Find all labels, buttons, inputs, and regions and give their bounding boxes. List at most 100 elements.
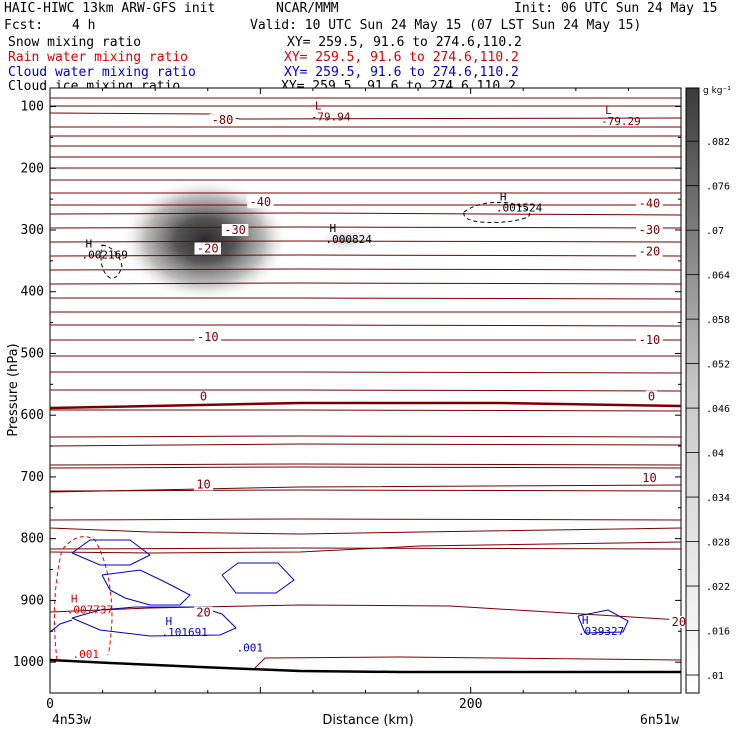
y-axis-ticks (50, 106, 681, 694)
temperature-label: -20 (639, 245, 661, 259)
y-tick-label: 300 (21, 223, 44, 238)
extremum-value: .039327 (578, 625, 624, 638)
temperature-label: 10 (196, 477, 210, 491)
temperature-label-bg (194, 242, 221, 255)
center-label: NCAR/MMM (276, 1, 339, 16)
colorbar-tick-label: .052 (706, 360, 730, 371)
extrema-labels: L-79.94L-79.29H.001524H.000824H.002169H.… (67, 100, 641, 639)
temperature-label: -10 (197, 330, 219, 344)
y-tick-label: 200 (21, 161, 44, 176)
colorbar-tick-labels: .01 .016 .022 .028 .034 .04 .046 .052 .058 .064 .0… (686, 137, 730, 682)
temperature-label: -10 (639, 333, 661, 347)
extremum-type: H (165, 615, 172, 628)
extremum-value: .000824 (326, 233, 373, 246)
colorbar-tick-label: .028 (706, 538, 730, 549)
colorbar-tick-label: .022 (706, 582, 730, 593)
y-tick-label: 100 (21, 100, 44, 115)
colorbar-tick-label: .04 (706, 449, 724, 460)
temperature-label: 10 (642, 471, 656, 485)
contour-label: .001 (73, 648, 100, 661)
temperature-label-bg (636, 197, 663, 210)
x-axis-ticks (49, 88, 682, 693)
field-snow-name: Snow mixing ratio (8, 35, 142, 50)
temperature-label: -40 (639, 196, 661, 210)
field-rain-name: Rain water mixing ratio (8, 50, 189, 65)
y-tick-label: 600 (21, 408, 44, 423)
extremum-type: H (71, 592, 78, 605)
fcst-label: Fcst: (4, 18, 44, 33)
extremum-type: H (330, 222, 337, 235)
temperature-contours (49, 97, 682, 669)
snow-shading (120, 178, 375, 302)
colorbar-unit: g kg⁻¹ (703, 86, 731, 96)
extremum-value: -79.29 (601, 115, 641, 128)
contour-label: .001 (237, 642, 264, 655)
extremum-value: .101691 (161, 626, 207, 639)
temperature-label: 20 (672, 615, 686, 629)
temperature-label-bg (669, 616, 689, 629)
y-tick-label: 1000 (13, 655, 44, 670)
x-axis-title: Distance (km) (322, 713, 413, 728)
y-tick-label: 500 (21, 346, 44, 361)
temperature-label: -30 (224, 223, 246, 237)
temperature-label: 0 (200, 390, 207, 404)
temperature-label-bg (636, 245, 663, 258)
temperature-label-bg (221, 223, 249, 236)
extremum-value: -79.94 (311, 111, 351, 124)
x-tick-label: 0 (46, 697, 54, 712)
temperature-label-bg (194, 478, 214, 491)
extremum-value: .007737 (67, 603, 113, 616)
temperature-label-bg (194, 606, 214, 619)
colorbar-tick-label: .016 (706, 627, 730, 638)
cloud-water-contours (49, 539, 629, 637)
extremum-type: H (500, 190, 507, 203)
y-tick-label: 400 (21, 285, 44, 300)
y-tick-label: 900 (21, 593, 44, 608)
field-cloudwater-name: Cloud water mixing ratio (8, 65, 196, 80)
field-rain-xy: XY= 259.5, 91.6 to 274.6,110.2 (284, 50, 519, 65)
extremum-type: L (605, 104, 612, 117)
model-title: HAIC-HIWC 13km ARW-GFS init (4, 1, 216, 16)
y-tick-label: 700 (21, 470, 44, 485)
cloud-ice-contours (100, 201, 530, 279)
y-axis-tick-labels: 100 200 300 400 500 600 700 800 900 1000 (13, 100, 44, 671)
temperature-label: -20 (197, 242, 219, 256)
x-axis-tick-labels: 0 200 (46, 697, 482, 712)
colorbar-tick-label: .058 (706, 315, 730, 326)
temperature-label-bg (247, 196, 274, 209)
temperature-label: -30 (639, 223, 661, 237)
field-snow-xy: XY= 259.5, 91.6 to 274.6,110.2 (287, 35, 522, 50)
colorbar-tick-label: .07 (706, 226, 724, 237)
extremum-value: .002169 (82, 248, 128, 261)
y-tick-label: 800 (21, 532, 44, 547)
contour-labels: .001 .001 (73, 642, 264, 661)
temperature-label: 0 (648, 390, 655, 404)
temperature-label-bg (636, 333, 663, 346)
temperature-label-bg (636, 223, 663, 236)
colorbar-tick-label: .064 (706, 271, 730, 282)
temperature-label-bg (209, 114, 236, 127)
field-cloudwater-xy: XY= 259.5, 91.6 to 274.6,110.2 (284, 65, 519, 80)
temperature-label: 20 (196, 606, 210, 620)
right-endpoint-label: 6n51w (640, 713, 679, 728)
temperature-label-bg (639, 472, 659, 485)
x-tick-label: 200 (459, 697, 482, 712)
valid-time: Valid: 10 UTC Sun 24 May 15 (07 LST Sun … (250, 18, 642, 33)
colorbar-tick-label: .046 (706, 404, 730, 415)
temperature-label-bg (645, 390, 658, 403)
temperature-label-bg (194, 330, 221, 343)
y-axis-title: Pressure (hPa) (6, 343, 21, 436)
extremum-value: .001524 (496, 201, 543, 214)
extremum-type: L (315, 100, 322, 113)
fcst-value: 4 h (72, 18, 96, 33)
colorbar-tick-label: .034 (706, 493, 730, 504)
temperature-label: -40 (249, 195, 271, 209)
colorbar-tick-label: .082 (706, 137, 730, 148)
colorbar (685, 87, 700, 694)
extremum-type: H (86, 237, 93, 250)
temperature-label-bg (197, 390, 210, 403)
extremum-type: H (582, 614, 589, 627)
terrain-line (49, 658, 681, 674)
